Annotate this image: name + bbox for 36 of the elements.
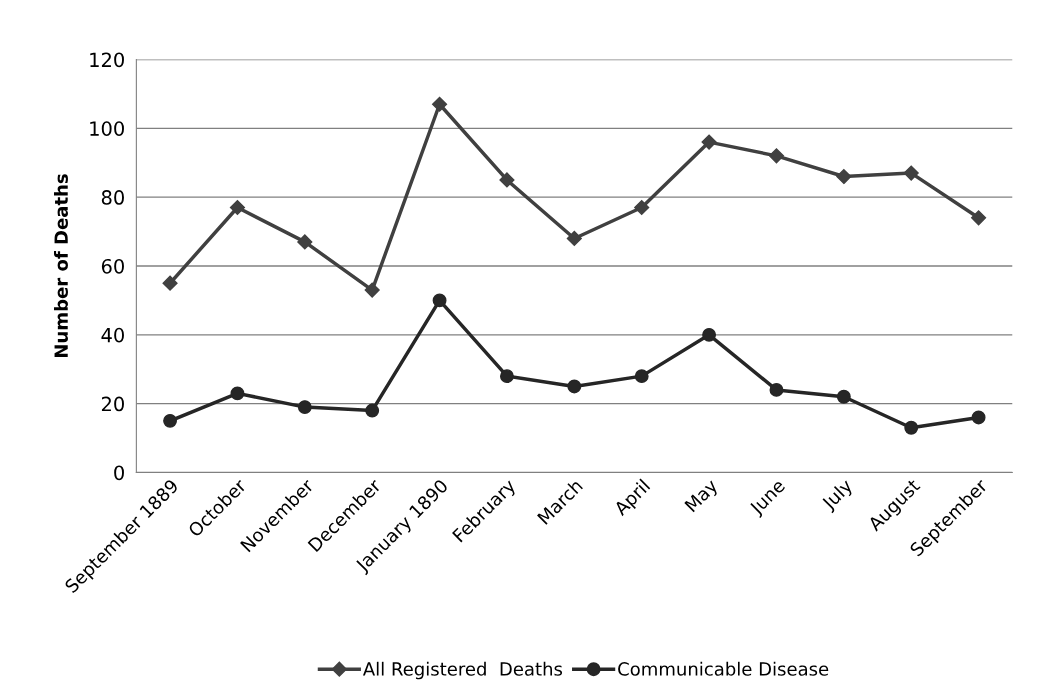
- point: [162, 275, 178, 291]
- point: [230, 386, 245, 401]
- point: [701, 134, 717, 150]
- y-tick-label: 100: [90, 121, 124, 136]
- point: [499, 172, 515, 188]
- point: [634, 369, 649, 384]
- point: [971, 410, 986, 425]
- y-tick-label: 120: [90, 52, 124, 68]
- point: [836, 389, 851, 404]
- point: [432, 293, 447, 308]
- point: [567, 379, 582, 394]
- point: [634, 199, 650, 216]
- y-tick-label: 60: [101, 258, 124, 274]
- point: [768, 148, 785, 164]
- point: [769, 382, 784, 397]
- point: [364, 282, 380, 298]
- point: [566, 230, 582, 247]
- point: [904, 420, 919, 435]
- legend-label: Communicable Disease: [618, 661, 829, 676]
- point: [702, 327, 717, 342]
- point: [432, 96, 448, 112]
- point: [297, 234, 313, 250]
- y-tick-label: 80: [101, 190, 124, 205]
- point: [903, 165, 919, 181]
- point: [500, 369, 514, 384]
- y-axis-title: Number of Deaths: [54, 174, 68, 358]
- point: [971, 210, 987, 226]
- y-tick-label: 20: [101, 396, 124, 412]
- point: [297, 400, 312, 415]
- y-tick-label: 40: [101, 327, 124, 343]
- point: [229, 199, 246, 216]
- y-tick-label: 0: [114, 465, 124, 481]
- legend-label: All Registered Deaths: [362, 661, 563, 680]
- point: [163, 413, 178, 428]
- point: [836, 168, 852, 185]
- point: [365, 403, 380, 418]
